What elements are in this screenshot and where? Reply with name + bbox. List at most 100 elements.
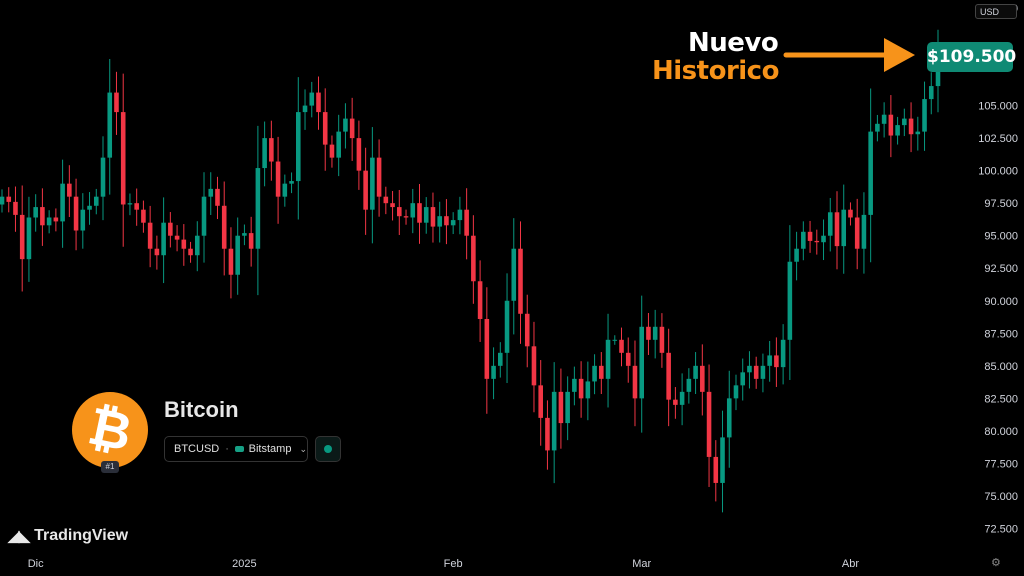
candle-body [498, 352, 503, 366]
candle [228, 227, 234, 299]
candle [430, 192, 436, 243]
candle-body [922, 99, 927, 132]
candle [390, 191, 395, 221]
candle [356, 120, 362, 190]
candle [181, 224, 187, 266]
candle-body [221, 205, 227, 249]
candle [174, 225, 180, 252]
candle [834, 191, 840, 270]
candle-body [13, 201, 18, 215]
candle [188, 241, 193, 263]
candle-body [572, 378, 577, 392]
candle [114, 71, 119, 135]
candle-body [181, 239, 187, 249]
candle [363, 147, 368, 235]
candle-body [154, 248, 160, 256]
candle [93, 188, 99, 215]
status-dot-icon [324, 445, 332, 453]
candle-body [827, 212, 833, 236]
tradingview-logo[interactable]: ◢◣ TradingView [8, 527, 128, 545]
price-badge: $109.500 [927, 42, 1016, 72]
candle [302, 89, 308, 130]
candle [120, 73, 126, 247]
candle [316, 76, 321, 130]
candle-body [646, 326, 651, 340]
candle [491, 347, 496, 400]
candle-body [854, 217, 860, 249]
candle [19, 185, 25, 292]
y-tick-label: 100.000 [978, 166, 1018, 178]
candle [100, 136, 106, 221]
separator-dot: · [225, 443, 229, 455]
candle-body [599, 365, 604, 379]
candle [841, 184, 847, 274]
candle [558, 368, 564, 449]
candle [26, 196, 32, 282]
candle [141, 200, 146, 233]
candle-body [302, 105, 308, 113]
settings-icon[interactable]: ⚙ [991, 557, 1001, 569]
candle-body [289, 181, 294, 184]
candle-body [437, 216, 442, 227]
y-tick-label: 80.000 [984, 426, 1018, 438]
currency-selector[interactable]: USD [975, 4, 1017, 19]
candle-body [114, 92, 119, 113]
candle-body [693, 365, 698, 379]
candle [733, 374, 739, 411]
candle [471, 215, 476, 304]
candle-body [484, 318, 490, 379]
candle-body [376, 157, 382, 197]
candle [531, 321, 537, 413]
candle [73, 178, 79, 251]
candle [605, 313, 611, 408]
candle-body [390, 203, 395, 208]
candle-body [915, 131, 921, 135]
candle [154, 235, 160, 270]
candle [484, 287, 490, 414]
candle-body [147, 222, 153, 249]
candle-body [652, 326, 658, 340]
exchange-label: Bitstamp [248, 443, 292, 455]
time-axis[interactable]: Dic2025FebMarAbrMayo [28, 558, 1024, 570]
candle-body [93, 196, 99, 206]
candle [255, 125, 261, 296]
candle-body [807, 231, 813, 241]
price-axis[interactable]: 72.500 75.000 77.500 80.000 82.500 85.000 87.5… [978, 3, 1018, 535]
candle-body [208, 188, 214, 197]
candle [572, 366, 577, 406]
candle [383, 186, 389, 215]
symbol-selector[interactable]: BTCUSD · Bitstamp ⌄ [164, 436, 308, 462]
candle [760, 353, 766, 393]
candle [221, 181, 227, 276]
candle [673, 387, 678, 419]
candle [551, 362, 557, 484]
candle-body [120, 112, 126, 205]
candle-body [194, 235, 200, 256]
candle-body [370, 157, 375, 210]
candle [794, 231, 799, 281]
candle [875, 114, 880, 142]
candle [208, 172, 214, 215]
candle [713, 440, 719, 502]
candle-body [450, 220, 456, 226]
candle [868, 88, 873, 263]
candle [861, 192, 867, 274]
candle-body [632, 365, 638, 399]
candle [780, 324, 786, 385]
candle [0, 189, 5, 213]
status-button[interactable] [315, 436, 341, 462]
candle [599, 352, 604, 395]
candle-body [188, 248, 193, 256]
candle-body [733, 385, 739, 399]
y-tick-label: 75.000 [984, 491, 1018, 503]
candle [161, 197, 166, 284]
candle [457, 196, 463, 235]
candle [524, 294, 530, 368]
candle-body [504, 300, 510, 353]
candle [928, 72, 934, 115]
candle [753, 356, 759, 389]
candle-body [107, 92, 113, 158]
candle [747, 351, 752, 389]
candle-body [262, 138, 267, 169]
